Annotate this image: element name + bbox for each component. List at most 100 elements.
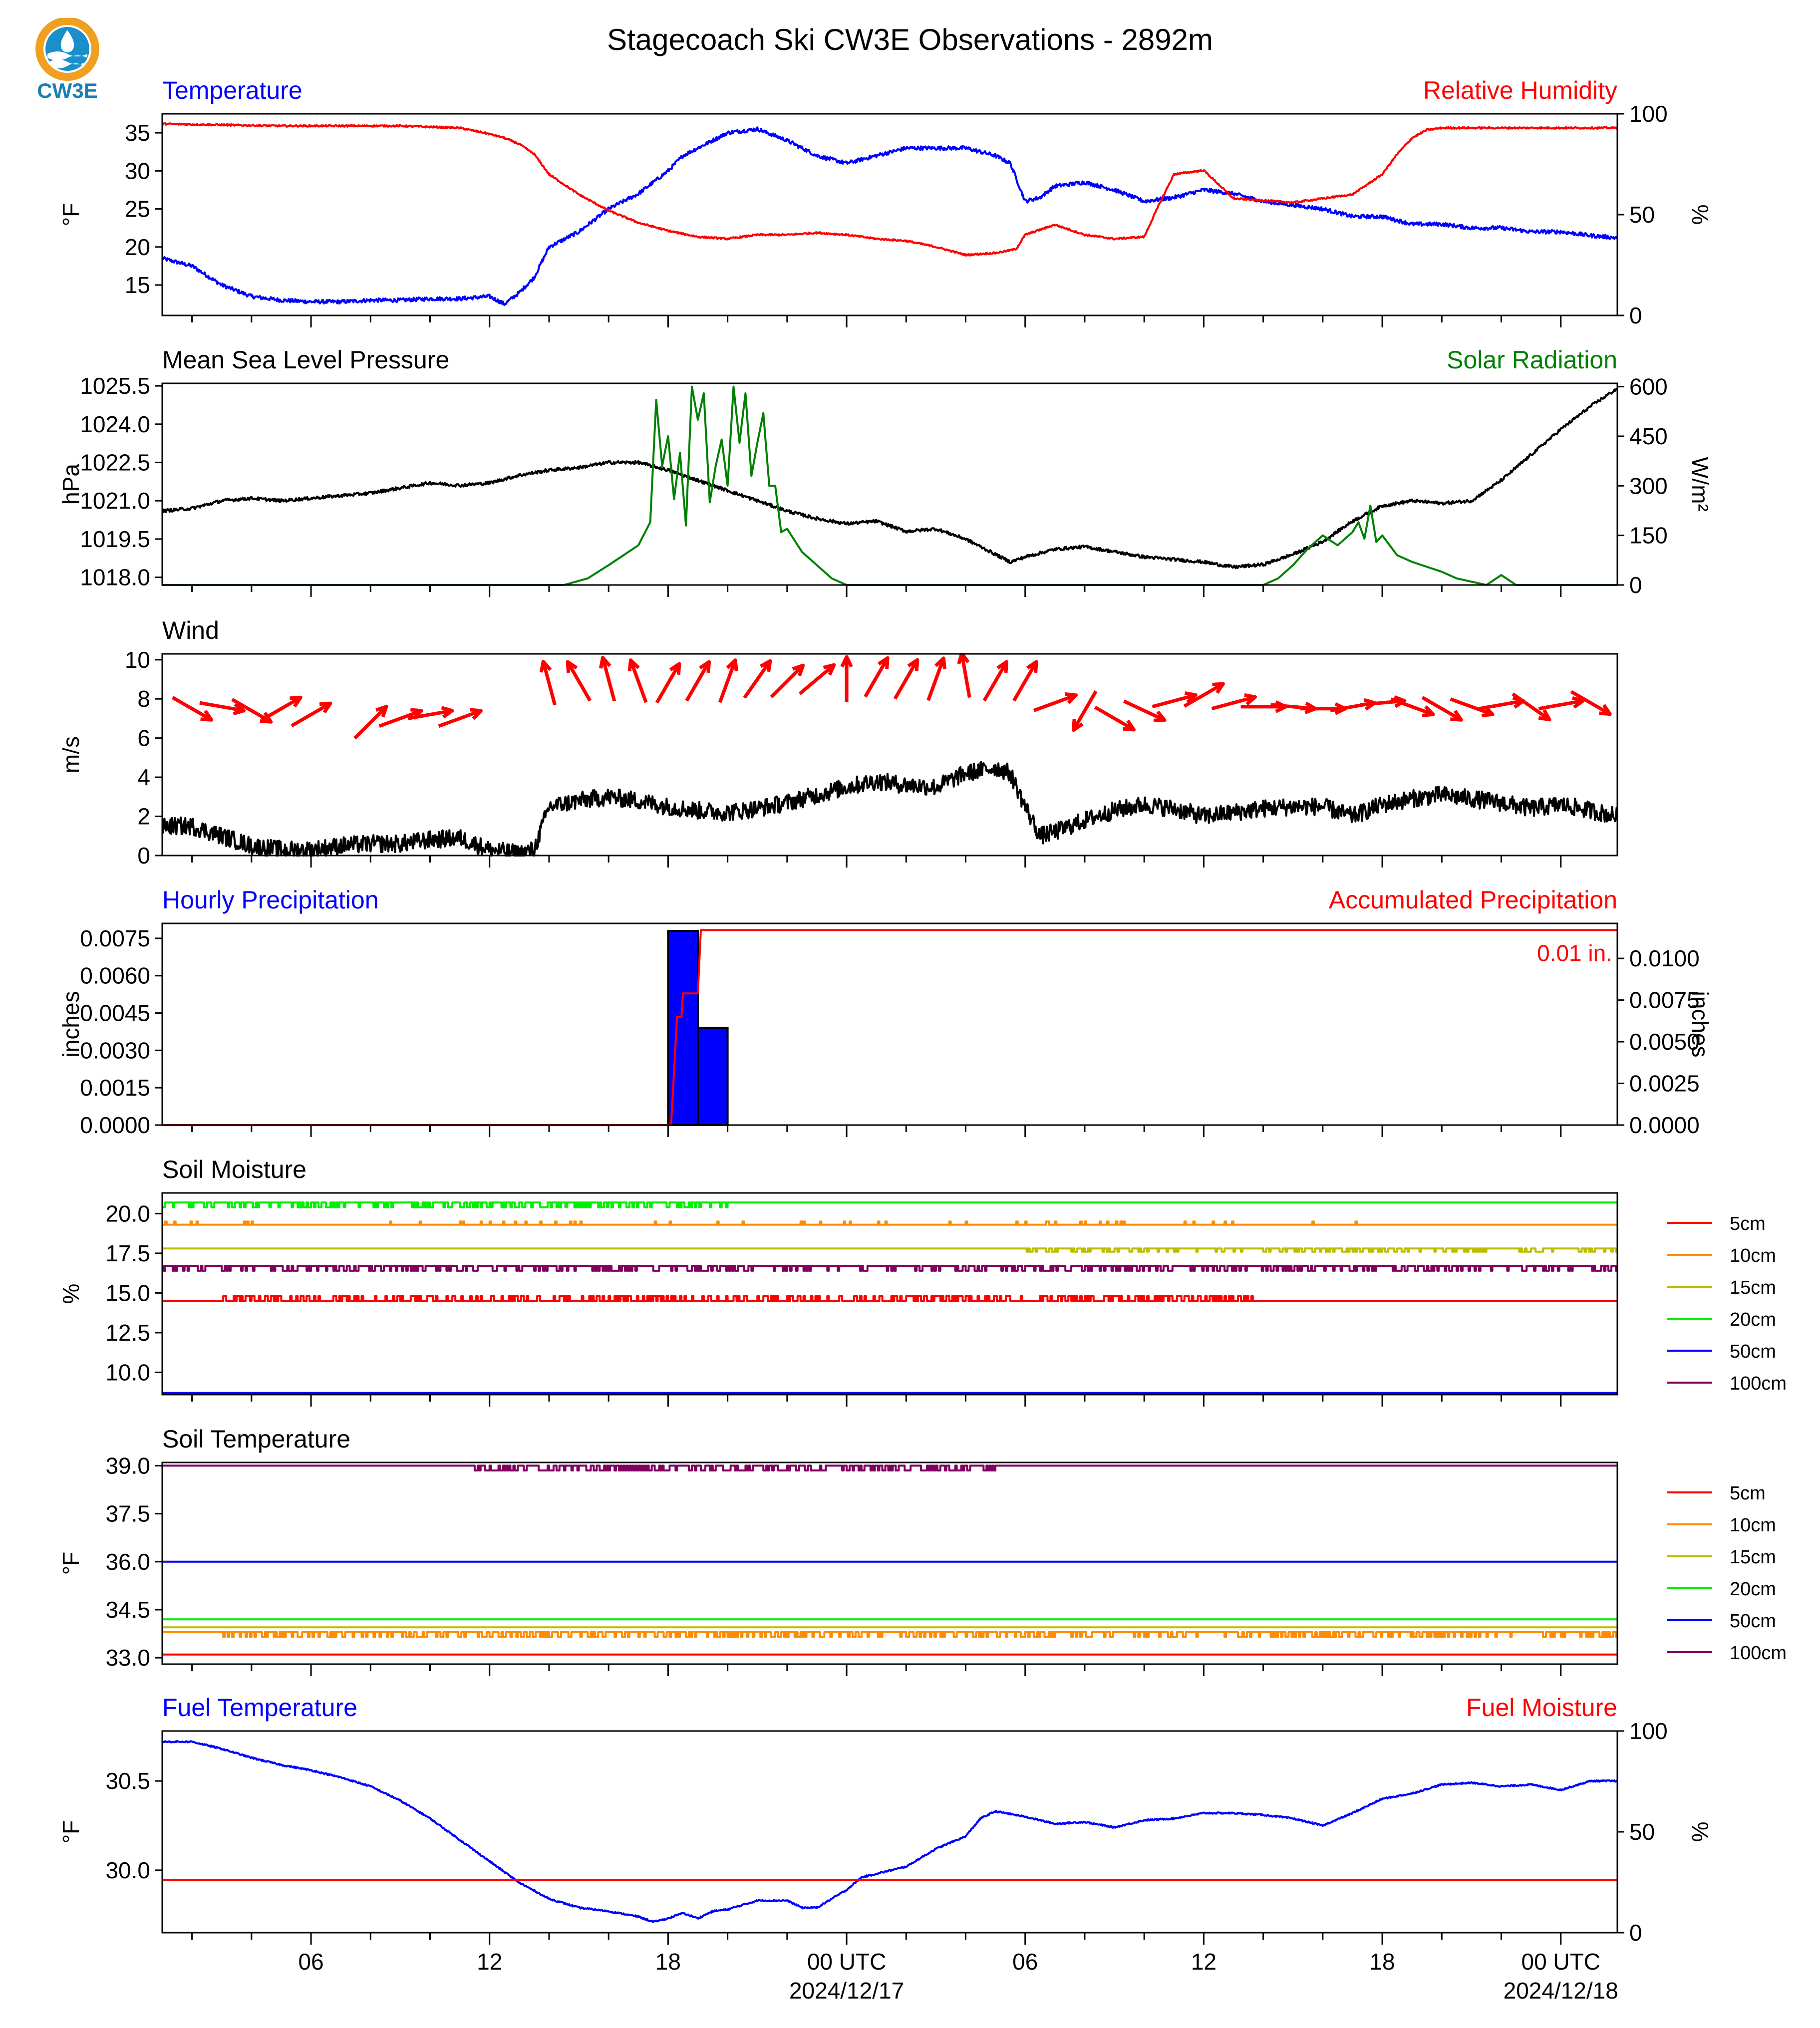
y-tick-label: 8 [137, 686, 150, 712]
y-axis-label: °F [58, 1820, 84, 1844]
y-tick-label-right: 0.0025 [1629, 1071, 1700, 1097]
y-tick-label: 2 [137, 804, 150, 830]
wind-arrow [1183, 682, 1225, 708]
panel-title-left: Mean Sea Level Pressure [162, 346, 449, 374]
y-tick-label-right: 100 [1629, 1718, 1668, 1744]
y-axis-label: inches [58, 991, 84, 1058]
panel-frame [161, 113, 1618, 316]
y-axis-label-right: % [1687, 205, 1713, 225]
y-tick-label: 4 [137, 764, 150, 790]
wind-arrow [627, 658, 648, 703]
y-tick-label: 15.0 [105, 1280, 150, 1306]
wind-arrow [566, 660, 592, 702]
wind-arrow [1570, 690, 1612, 716]
panel-frame [161, 1730, 1618, 1934]
x-date-label: 2024/12/17 [789, 1978, 904, 2004]
plot-area [162, 1740, 1617, 1923]
y-tick-label: 0.0000 [80, 1112, 150, 1138]
y-tick-label: 34.5 [105, 1597, 150, 1623]
wind-arrow [1211, 693, 1257, 711]
wind-arrow [261, 695, 303, 722]
x-tick-label: 12 [1191, 1949, 1216, 1975]
y-tick-label: 10.0 [105, 1359, 150, 1385]
y-tick-label-right: 0.0075 [1629, 987, 1700, 1013]
legend-label: 15cm [1730, 1277, 1776, 1298]
y-axis-label: °F [58, 1552, 84, 1575]
wind-arrow [438, 708, 483, 728]
y-tick-label-right: 50 [1629, 1819, 1655, 1845]
wind-arrow [743, 659, 772, 699]
wind-arrow [982, 660, 1009, 702]
soil-line-15cm [162, 1247, 1617, 1253]
wind-arrow [599, 656, 616, 702]
y-tick-label: 39.0 [105, 1452, 150, 1478]
y-tick-label: 6 [137, 725, 150, 751]
y-tick-label: 0.0045 [80, 1000, 150, 1026]
precip-bar [697, 1027, 729, 1126]
wind-arrow [1033, 692, 1078, 712]
logo-wave-icon [47, 51, 87, 60]
accumulated-line [162, 929, 1617, 1126]
panel-title-right: Solar Radiation [1447, 346, 1617, 374]
series-line-0 [162, 761, 1617, 857]
wind-arrow [1479, 696, 1525, 711]
wind-arrow [539, 659, 557, 706]
y-tick-label-right: 300 [1629, 473, 1668, 499]
y-axis-label-right: inches [1687, 991, 1713, 1058]
y-tick-label-right: 0.0050 [1629, 1029, 1700, 1055]
wind-arrow [1512, 692, 1551, 722]
y-tick-label-right: 0 [1629, 302, 1642, 328]
panel-frame [161, 1461, 1618, 1665]
legend-label: 20cm [1730, 1309, 1776, 1330]
y-tick-label-right: 600 [1629, 374, 1668, 400]
y-tick-label: 10 [125, 647, 150, 673]
chart-title: Stagecoach Ski CW3E Observations - 2892m [607, 23, 1213, 56]
plot-area [162, 1464, 1617, 1656]
legend-label: 50cm [1730, 1341, 1776, 1362]
y-tick-label: 1024.0 [80, 411, 150, 437]
legend-label: 100cm [1730, 1373, 1787, 1394]
wind-arrow [893, 658, 919, 700]
y-tick-label: 30.5 [105, 1768, 150, 1794]
series-line-1 [162, 122, 1617, 257]
wind-arrow [840, 655, 853, 702]
logo-ring [35, 17, 99, 81]
y-tick-label: 0.0015 [80, 1075, 150, 1101]
legend-label: 20cm [1730, 1579, 1776, 1600]
y-axis-label: % [58, 1284, 84, 1304]
legend-label: 50cm [1730, 1611, 1776, 1632]
wind-arrow [291, 701, 332, 728]
series-line-0 [162, 126, 1617, 306]
x-tick-label: 12 [477, 1949, 502, 1975]
y-tick-label-right: 50 [1629, 202, 1655, 228]
y-tick-label-right: 0 [1629, 572, 1642, 598]
wind-arrow [407, 706, 454, 720]
wind-arrow [199, 701, 246, 716]
panel-title-left: Wind [162, 616, 219, 644]
y-axis-label-right: W/m² [1687, 457, 1713, 512]
x-tick-label: 18 [655, 1949, 681, 1975]
legend-label: 10cm [1730, 1245, 1776, 1266]
plot-area [162, 385, 1617, 586]
legend-label: 5cm [1730, 1483, 1766, 1504]
panel-frame [161, 1192, 1618, 1396]
y-tick-label: 1025.5 [80, 373, 150, 399]
wind-arrow [1421, 696, 1463, 722]
x-tick-label: 06 [1012, 1949, 1038, 1975]
y-tick-label: 12.5 [105, 1320, 150, 1346]
x-tick-label: 06 [298, 1949, 323, 1975]
y-tick-label-right: 450 [1629, 423, 1668, 449]
panel-title-right: Relative Humidity [1423, 76, 1617, 104]
plot-area [162, 653, 1617, 857]
y-tick-label-right: 100 [1629, 101, 1668, 127]
wind-arrow [1390, 697, 1435, 717]
panel-title-left: Soil Temperature [162, 1425, 350, 1453]
wind-arrow [864, 656, 890, 698]
series-line-0 [162, 1740, 1617, 1923]
wind-arrow [957, 653, 971, 698]
y-tick-label: 1021.0 [80, 488, 150, 514]
panel-frame [161, 382, 1618, 586]
legend-label: 100cm [1730, 1643, 1787, 1664]
y-axis-label: m/s [58, 736, 84, 773]
